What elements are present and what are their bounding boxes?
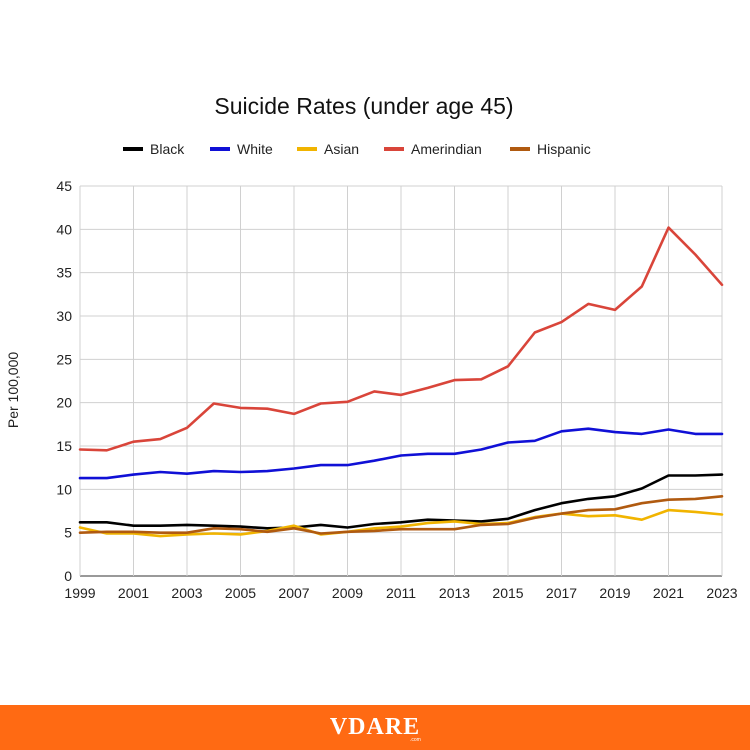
y-tick-label: 35 <box>56 265 72 281</box>
x-tick-label: 2005 <box>225 585 256 601</box>
x-tick-label: 1999 <box>64 585 95 601</box>
x-tick-label: 2023 <box>706 585 737 601</box>
gridlines <box>79 185 723 577</box>
series-lines <box>78 226 724 538</box>
legend-label-amerindian: Amerindian <box>411 141 482 157</box>
y-tick-label: 15 <box>56 438 72 454</box>
legend: Black White Asian Amerindian Hispanic <box>123 141 591 157</box>
vdare-logo-domain: .com <box>410 737 421 743</box>
footer-band: VDARE .com <box>0 705 750 750</box>
x-axis-ticks: 1999 2001 2003 2005 2007 2009 2011 2013 2015 2017… <box>64 585 737 601</box>
line-chart: Suicide Rates (under age 45) Black White A… <box>5 93 738 601</box>
y-tick-label: 20 <box>56 395 72 411</box>
series-line-amerindian <box>78 226 724 452</box>
x-tick-label: 2007 <box>278 585 309 601</box>
legend-label-black: Black <box>150 141 185 157</box>
legend-label-asian: Asian <box>324 141 359 157</box>
y-tick-label: 0 <box>64 568 72 584</box>
x-tick-label: 2017 <box>546 585 577 601</box>
x-tick-label: 2015 <box>492 585 523 601</box>
y-axis-ticks: 0 5 10 15 20 25 30 35 40 45 <box>56 178 72 584</box>
vdare-logo[interactable]: VDARE <box>329 714 421 740</box>
y-tick-label: 45 <box>56 178 72 194</box>
y-tick-label: 40 <box>56 221 72 237</box>
legend-label-hispanic: Hispanic <box>537 141 591 157</box>
x-tick-label: 2003 <box>171 585 202 601</box>
x-tick-label: 2013 <box>439 585 470 601</box>
series-line-black <box>78 473 724 530</box>
x-tick-label: 2001 <box>118 585 149 601</box>
y-tick-label: 10 <box>56 481 72 497</box>
legend-label-white: White <box>237 141 273 157</box>
y-tick-label: 30 <box>56 308 72 324</box>
x-tick-label: 2021 <box>653 585 684 601</box>
series-line-hispanic <box>78 494 724 535</box>
y-axis-label: Per 100,000 <box>5 352 21 428</box>
x-tick-label: 2011 <box>386 585 416 601</box>
y-tick-label: 25 <box>56 351 72 367</box>
series-line-asian <box>78 508 724 538</box>
y-tick-label: 5 <box>64 525 72 541</box>
series-line-white <box>78 427 724 480</box>
x-tick-label: 2009 <box>332 585 363 601</box>
x-tick-label: 2019 <box>599 585 630 601</box>
chart-title: Suicide Rates (under age 45) <box>214 93 513 119</box>
